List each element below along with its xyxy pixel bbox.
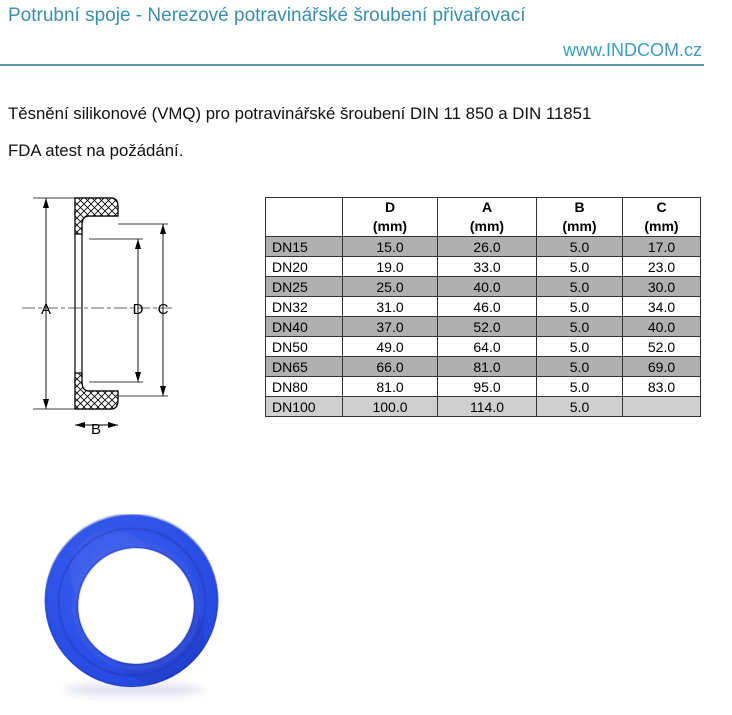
svg-text:C: C xyxy=(158,301,169,318)
svg-text:A: A xyxy=(41,301,51,318)
svg-text:B: B xyxy=(91,421,101,438)
svg-text:D: D xyxy=(133,301,144,318)
